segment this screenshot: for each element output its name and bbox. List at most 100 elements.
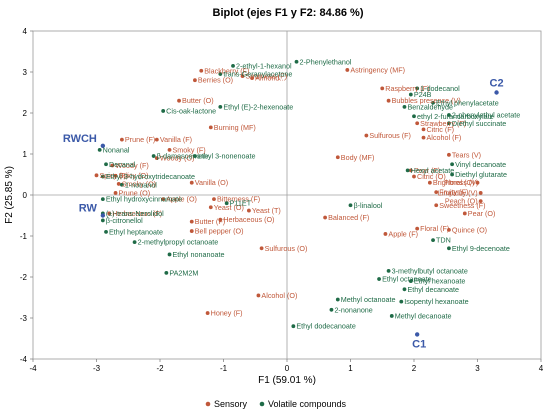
label-diethyl-succinate: Diethyl succinate (452, 119, 506, 128)
legend-marker-sensory (205, 401, 211, 407)
label-smoky-f: Smoky (F) (173, 145, 206, 154)
point-ethyl-nonanoate (167, 252, 172, 257)
point-c1 (414, 332, 420, 337)
point-apple-f (383, 232, 388, 236)
label-pear-f: Pear (F) (414, 166, 440, 175)
point-ethyl-9-decenoate (447, 246, 451, 251)
label-apple-o: Apple (O) (166, 195, 197, 204)
data-points (94, 59, 499, 337)
label-sulfurous-f: Sulfurous (F) (369, 131, 411, 140)
point-alcohol-f (421, 135, 426, 140)
label-2-nonanone: 2-nonanone (334, 305, 372, 314)
label-p11et: P11ET (230, 199, 252, 208)
label-butter-o: Butter (O) (182, 96, 214, 105)
label-rwch: RWCH (63, 133, 97, 145)
legend-marker-volatile-compounds (259, 401, 265, 407)
label-apple-f: Apple (F) (388, 229, 418, 238)
label-citronellol: β-citronellol (106, 216, 143, 225)
point-astringency-mf (345, 68, 350, 72)
label-woody-f: Woody (F) (115, 161, 148, 170)
y-tick-label: 4 (23, 27, 28, 36)
label-damascenone: β-damascenone (157, 152, 209, 161)
point-ethyl-octanoate (377, 277, 381, 281)
label-burning-mf: Burning (MF) (214, 123, 256, 132)
point-1-nonanol (120, 182, 124, 187)
label-methyl-octanoate: Methyl octanoate (341, 295, 396, 304)
label-hexyl-acetate: Hexyl acetate (411, 166, 455, 175)
point-methyl-decanoate (389, 314, 394, 318)
point-berries-o (193, 78, 197, 83)
point-bitterness-f (212, 197, 216, 202)
point-limpidity-v (478, 191, 483, 195)
label-spicy-f: Spicy (F) (100, 171, 129, 180)
label-strawberry-f: Strawberry (F) (420, 119, 466, 128)
label-sulfurous-o: Sulfurous (O) (265, 244, 308, 253)
point-blackberry-f (199, 68, 204, 73)
x-tick-label: -4 (29, 364, 37, 373)
x-tick-label: 2 (412, 364, 417, 373)
label-ethyl-2-furancarboxylate: ethyl 2-furancarboxylate (417, 112, 494, 121)
label-2-phenylethyl-acetate: 2-phenylethyl acetate (452, 111, 520, 120)
point-sweetness-f (434, 203, 439, 208)
point-woody-f (110, 163, 115, 168)
legend: Sensory Volatile compounds (205, 399, 347, 409)
point-burning-mf (208, 125, 213, 130)
label-vanilla-o: Vanilla (O) (195, 178, 228, 187)
label-yeast-o: Yeast (O) (214, 203, 244, 212)
point-yeast-t (247, 208, 251, 213)
point-almond (250, 76, 254, 81)
point-herbaceous-f (107, 211, 112, 216)
point-2-nonanone (329, 307, 334, 312)
y-tick-label: -3 (20, 314, 28, 323)
point-strawberry-f (415, 121, 420, 126)
point-ethyl-phenylacetate (431, 100, 435, 105)
label-ethyl-3-nonenoate: ethyl 3-nonenoate (198, 152, 256, 161)
label-nonanal: Nonanal (103, 145, 130, 154)
point-peach-o (478, 199, 483, 204)
point-butter-f (189, 219, 194, 224)
label-rw: RW (79, 203, 98, 215)
point-pa2m2m (164, 271, 169, 275)
label-c2: C2 (490, 78, 504, 90)
label-linalool: β-linalool (354, 201, 383, 210)
point-spicy-o (113, 173, 118, 178)
point-ethyl-dodecanoate (291, 324, 296, 329)
y-tick-label: 2 (23, 109, 28, 118)
label-isopentyl-hexanoate: Isopentyl hexanoate (404, 297, 468, 306)
point-quince-o (447, 227, 451, 232)
label-cis-oak-lactone: Cis-oak-lactone (166, 106, 216, 115)
label-woody-o: Woody (O) (160, 154, 195, 163)
label-c1: C1 (412, 338, 426, 350)
chart-title: Biplot (ejes F1 y F2: 84.86 %) (213, 7, 364, 19)
point-spicy-f (94, 173, 99, 178)
label-pa2m2m: PA2M2M (169, 268, 198, 277)
point-methyl-octanoate (335, 297, 340, 302)
label-spicy-o: Spicy (O) (119, 171, 149, 180)
point-rw (100, 213, 106, 218)
y-tick-label: -4 (20, 355, 28, 364)
point-vinyl-decanoate (450, 162, 454, 167)
label-1-nonanol: 1-nonanol (125, 180, 157, 189)
label-ethyl-3-hydroxytridecanoate: Ethyl 3-hydroxytridecanoate (106, 172, 195, 181)
label-yeast-t: Yeast (T) (252, 206, 281, 215)
label-p24b: P24B (414, 90, 432, 99)
label-quince-o: Quince (O) (452, 225, 487, 234)
y-tick-label: -1 (20, 232, 28, 241)
x-tick-label: 0 (285, 364, 290, 373)
point-herbaceous-o (218, 217, 223, 222)
point-pear-f (408, 168, 413, 173)
label-alcohol-o: Alcohol (O) (261, 291, 297, 300)
point-hexyl-acetate (405, 168, 410, 173)
label-balanced-f: Balanced (F) (328, 213, 369, 222)
point-butter-o (177, 98, 181, 103)
point-ethyl-hydroxycinnamate (100, 197, 105, 202)
label-raspberry-f: Raspberry (F) (385, 84, 429, 93)
label-herbaceous-f: Herbaceous (F) (112, 209, 162, 218)
point-2-phenylethyl-acetate (447, 113, 451, 117)
point-bubbles-presence-v (386, 98, 391, 103)
point-3-methylbutyl-octanoate (386, 268, 391, 273)
label-herbaceous-o: Herbaceous (O) (223, 215, 274, 224)
point-vanilla-f (154, 137, 159, 142)
point-decanal (104, 162, 108, 167)
point-ethyl-heptanoate (104, 230, 108, 234)
